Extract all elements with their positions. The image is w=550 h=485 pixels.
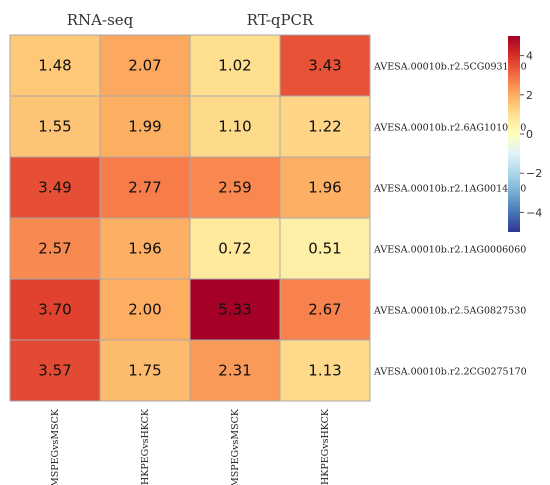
heatmap-cell	[99, 34, 191, 97]
heatmap-cell	[99, 156, 191, 219]
cell-value-label: 1.75	[128, 362, 161, 380]
row-label: AVESA.00010b.r2.5CG0931620	[373, 62, 527, 73]
cell-value-label: 2.57	[38, 240, 71, 258]
group-title: RNA-seq	[67, 11, 134, 29]
cell-value-label: 2.31	[218, 362, 251, 380]
cell-value-label: 1.96	[308, 179, 341, 197]
cell-value-label: 2.07	[128, 57, 161, 75]
colorbar-tick-label: −2	[526, 167, 542, 180]
cell-value-label: 2.77	[128, 179, 161, 197]
row-label: AVESA.00010b.r2.6AG1010570	[373, 123, 526, 134]
cell-value-label: 3.43	[308, 57, 341, 75]
heatmap-cell	[189, 339, 281, 402]
group-title: RT-qPCR	[247, 11, 314, 29]
heatmap-cell	[279, 156, 371, 219]
cell-value-label: 1.55	[38, 118, 71, 136]
heatmap-cell	[279, 339, 371, 402]
heatmap-cell	[279, 95, 371, 158]
colorbar-tick-label: −4	[526, 206, 542, 219]
heatmap-cell	[9, 339, 101, 402]
cell-value-label: 2.67	[308, 301, 341, 319]
cell-value-label: 1.99	[128, 118, 161, 136]
column-label: HKPEGvsHKCK	[140, 408, 151, 485]
heatmap-cell	[189, 34, 281, 97]
cell-value-label: 5.33	[218, 301, 251, 319]
cell-value-label: 3.49	[38, 179, 71, 197]
cell-value-label: 1.22	[308, 118, 341, 136]
heatmap-cell	[279, 34, 371, 97]
cell-value-label: 1.13	[308, 362, 341, 380]
heatmap-cell	[99, 95, 191, 158]
column-label: MSPEGvsMSCK	[230, 408, 241, 485]
heatmap-cell	[279, 217, 371, 280]
cell-value-label: 0.51	[308, 240, 341, 258]
heatmap-cell	[9, 278, 101, 341]
column-labels: MSPEGvsMSCK HKPEGvsHKCK MSPEGvsMSCK HKPEGvs…	[50, 408, 331, 485]
cell-value-label: 1.10	[218, 118, 251, 136]
heatmap-cell	[9, 34, 101, 97]
cell-value-label: 3.57	[38, 362, 71, 380]
cell-value-label: 0.72	[218, 240, 251, 258]
row-label: AVESA.00010b.r2.2CG0275170	[373, 367, 527, 378]
heatmap-cell	[9, 217, 101, 280]
heatmap-cell	[189, 278, 281, 341]
cell-value-label: 2.59	[218, 179, 251, 197]
heatmap-cell	[99, 217, 191, 280]
cell-value-label: 2.00	[128, 301, 161, 319]
colorbar-ticks: 4 2 0 −2 −4	[520, 50, 542, 219]
colorbar-gradient	[508, 36, 520, 232]
heatmap-cell	[9, 95, 101, 158]
column-label: MSPEGvsMSCK	[50, 408, 61, 485]
colorbar: 4 2 0 −2 −4	[508, 36, 542, 232]
colorbar-tick-label: 4	[526, 50, 533, 63]
row-label: AVESA.00010b.r2.1AG0014000	[373, 184, 526, 195]
cell-value-label: 1.96	[128, 240, 161, 258]
row-labels: AVESA.00010b.r2.5CG0931620 AVESA.00010b.r…	[373, 62, 527, 378]
colorbar-tick-label: 2	[526, 89, 533, 102]
heatmap-cell	[99, 339, 191, 402]
cell-value-label: 1.02	[218, 57, 251, 75]
heatmap-cell	[279, 278, 371, 341]
cell-value-label: 3.70	[38, 301, 71, 319]
group-titles: RNA-seq RT-qPCR	[67, 11, 314, 29]
heatmap-cells: 1.48 2.07 1.02 3.43 1.55 1.99 1.10 1.22 3.49 2.77…	[9, 34, 371, 402]
cell-value-label: 1.48	[38, 57, 71, 75]
heatmap-cell	[99, 278, 191, 341]
row-label: AVESA.00010b.r2.1AG0006060	[373, 245, 526, 256]
row-label: AVESA.00010b.r2.5AG0827530	[373, 306, 526, 317]
column-label: HKPEGvsHKCK	[320, 408, 331, 485]
colorbar-tick-label: 0	[526, 128, 533, 141]
